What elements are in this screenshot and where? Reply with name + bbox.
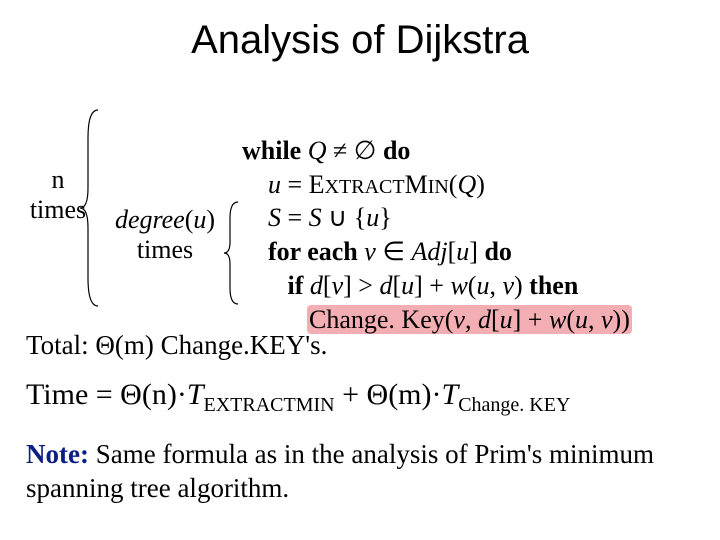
neq-symbol: ≠: [333, 136, 347, 165]
ck-p3: )): [613, 305, 630, 334]
var-S2: S: [309, 203, 322, 232]
time-T1: T: [187, 378, 204, 411]
var-u: u: [268, 170, 281, 199]
total-line: Total: Θ(m) Change.KEY's.: [26, 330, 327, 361]
u5: u: [401, 271, 414, 300]
line-3: S = S ∪ {u}: [242, 203, 392, 232]
in-symbol: ∈: [376, 237, 412, 266]
extractmin-call: EXTRACTMIN: [309, 170, 449, 199]
line-4: for each v ∈ Adj[u] do: [242, 237, 512, 266]
c5: ,: [489, 271, 502, 300]
ck-p2: (: [566, 305, 575, 334]
ck-uu: u: [575, 305, 588, 334]
ck-d: d: [478, 305, 491, 334]
kw-while: while: [242, 136, 301, 165]
line-2: u = EXTRACTMIN(Q): [242, 170, 485, 199]
time-sub2: Change. KEY: [458, 394, 570, 416]
ck-w: w: [549, 305, 566, 334]
var-u4: u: [456, 237, 469, 266]
var-u3: u: [366, 203, 379, 232]
ck-c2: ,: [588, 305, 601, 334]
v5: v: [332, 271, 344, 300]
ck-b1: [: [491, 305, 500, 334]
outer-n: n: [52, 165, 65, 194]
ck-vv: v: [601, 305, 613, 334]
outer-loop-annotation: n times: [28, 165, 88, 225]
time-equation: Time = Θ(n)·TEXTRACTMIN + Θ(m)·TChange. …: [26, 378, 570, 417]
inner-degree: degree: [115, 205, 185, 234]
slide-title: Analysis of Dijkstra: [0, 18, 720, 63]
changekey-highlight: Change. Key(v, d[u] + w(u, v)): [307, 305, 632, 334]
b-open4: [: [448, 237, 457, 266]
b2: ] >: [343, 271, 379, 300]
kw-then: then: [523, 271, 579, 300]
line-5: if d[v] > d[u] + w(u, v) then: [242, 271, 578, 300]
ck-v: v: [453, 305, 465, 334]
vv5: v: [502, 271, 514, 300]
b-close4: ]: [469, 237, 478, 266]
outer-times: times: [30, 195, 86, 224]
var-Q: Q: [308, 136, 327, 165]
ck-u: u: [500, 305, 513, 334]
cup-open: ∪ {: [322, 203, 367, 232]
b1: [: [323, 271, 332, 300]
du: d: [379, 271, 392, 300]
inner-loop-annotation: degree(u) times: [104, 205, 226, 265]
inner-times: times: [137, 235, 193, 264]
changekey-name: Change. Key: [309, 305, 445, 334]
kw-foreach: for each: [268, 237, 358, 266]
paren-close: ): [476, 170, 485, 199]
inner-u: u: [193, 205, 206, 234]
arg-Q: Q: [457, 170, 476, 199]
brace-close: }: [379, 203, 391, 232]
line-1: while Q ≠ ∅ do: [242, 136, 410, 165]
kw-if: if: [288, 271, 304, 300]
kw-do: do: [383, 136, 410, 165]
kw-do4: do: [478, 237, 512, 266]
dv: d: [303, 271, 323, 300]
inner-paren-close: ): [206, 205, 215, 234]
b3: [: [392, 271, 401, 300]
time-mid: + Θ(m)·: [335, 378, 442, 411]
pseudocode-block: while Q ≠ ∅ do u = EXTRACTMIN(Q) S = S ∪…: [242, 100, 632, 337]
note-text: Same formula as in the analysis of Prim'…: [26, 439, 654, 503]
p2: ): [514, 271, 523, 300]
ck-b2: ] +: [513, 305, 549, 334]
empty-set-symbol: ∅: [354, 136, 377, 165]
time-prefix: Time = Θ(n)·: [26, 378, 187, 411]
ck-c1: ,: [465, 305, 478, 334]
b4: ] +: [414, 271, 450, 300]
note-line: Note: Same formula as in the analysis of…: [26, 438, 694, 506]
time-sub1: EXTRACTMIN: [204, 394, 335, 416]
var-v4: v: [358, 237, 376, 266]
w5: w: [450, 271, 467, 300]
time-T2: T: [442, 378, 459, 411]
eq3: =: [281, 203, 309, 232]
var-S1: S: [268, 203, 281, 232]
eq: =: [281, 170, 309, 199]
uu5: u: [476, 271, 489, 300]
adj: Adj: [411, 237, 447, 266]
note-label: Note:: [26, 439, 89, 469]
